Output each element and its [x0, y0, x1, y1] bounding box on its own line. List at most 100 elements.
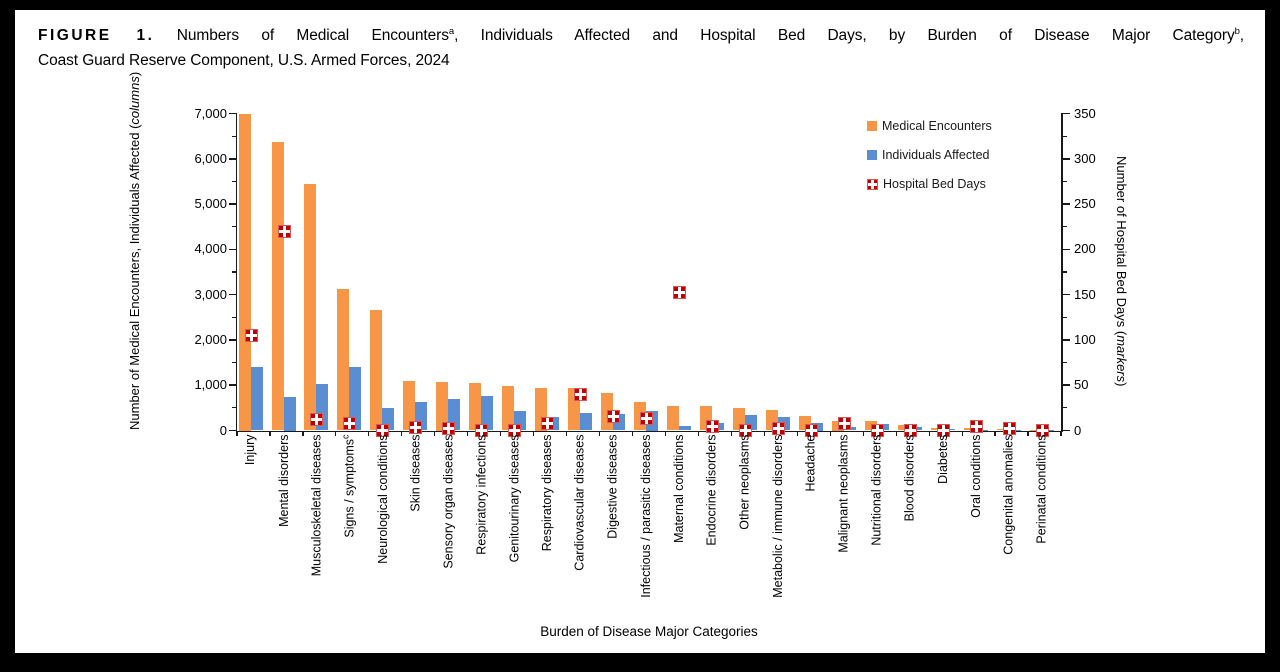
legend-label: Hospital Bed Days [883, 177, 986, 191]
right-axis-title-text: Number of Hospital Bed Days ( [1114, 156, 1129, 336]
chart-legend: Medical Encounters Individuals Affected … [867, 118, 992, 205]
medical-encounters-bar [667, 405, 679, 431]
x-axis-tick [895, 432, 897, 436]
hospital-bed-days-marker [442, 422, 456, 436]
medical-encounters-bar [436, 382, 449, 431]
medical-encounters-bar [469, 383, 482, 431]
hospital-bed-days-marker [244, 328, 258, 342]
figure-number-label: FIGURE 1. [38, 27, 155, 44]
hospital-bed-days-marker [277, 224, 291, 238]
hospital-bed-days-marker-icon [867, 178, 878, 190]
x-axis-tick [1027, 432, 1029, 436]
x-axis-label: Genitourinary diseases [507, 434, 522, 562]
hospital-bed-days-marker [607, 410, 621, 424]
y-right-major-tick [1062, 339, 1070, 341]
y-right-major-tick [1062, 248, 1070, 251]
x-axis-tick [302, 432, 304, 436]
hospital-bed-days-marker [343, 416, 357, 430]
individuals-affected-bar [283, 397, 296, 431]
x-axis-label: Mental disorders [276, 434, 291, 527]
figure-title-line1: FIGURE 1. Numbers of Medical Encountersa… [38, 24, 1244, 48]
y-right-minor-tick [1062, 316, 1067, 318]
x-axis-tick [1060, 432, 1062, 436]
legend-item-medical-encounters: Medical Encounters [867, 118, 992, 134]
x-axis-tick [697, 432, 700, 436]
x-axis-tick [928, 432, 930, 436]
y-right-major-tick [1062, 203, 1070, 205]
hospital-bed-days-marker [541, 416, 555, 430]
figure-page: FIGURE 1. Numbers of Medical Encountersa… [15, 10, 1265, 653]
individuals-affected-bar [349, 366, 362, 431]
x-axis-tick [961, 432, 963, 436]
legend-item-hospital-bed-days: Hospital Bed Days [867, 176, 992, 192]
y-right-major-tick [1062, 112, 1070, 115]
y-right-tick-label: 50 [1074, 377, 1089, 393]
x-axis-label: Headache [803, 434, 818, 491]
x-axis-label: Sensory organ diseases [441, 434, 456, 569]
hospital-bed-days-marker [936, 424, 950, 437]
y-left-tick-label: 7,000 [194, 105, 227, 121]
individuals-affected-bar [679, 426, 691, 431]
x-axis-label: Cardiovascular diseases [573, 434, 588, 571]
y-left-minor-tick [231, 226, 236, 228]
y-left-minor-tick [231, 180, 236, 183]
right-axis-title: Number of Hospital Bed Days (markers) [1109, 113, 1129, 430]
hospital-bed-days-marker [903, 424, 917, 437]
y-right-major-tick [1062, 293, 1070, 296]
y-left-major-tick [229, 293, 236, 296]
left-axis-title-close: ) [127, 71, 142, 77]
y-left-minor-tick [231, 361, 236, 364]
x-axis-tick [763, 432, 765, 436]
individuals-affected-bar [580, 413, 593, 431]
individuals-affected-swatch-icon [867, 150, 877, 160]
x-axis-tick [533, 432, 535, 436]
y-right-minor-tick [1062, 135, 1067, 137]
x-axis-label: Blood disorders [902, 434, 917, 521]
x-axis-tick [269, 432, 271, 436]
left-axis-title-text: Number of Medical Encounters, Individual… [127, 124, 142, 430]
x-axis-label: Respiratory infections [474, 434, 489, 555]
y-right-axis-line [1061, 112, 1063, 432]
y-left-axis-line [235, 112, 237, 432]
y-left-major-tick [229, 112, 236, 115]
x-axis-tick [796, 432, 798, 436]
medical-encounters-bar [271, 141, 284, 431]
y-left-tick-label: 4,000 [194, 241, 227, 257]
y-right-major-tick [1062, 384, 1070, 386]
x-axis-label: Injury [243, 434, 258, 465]
x-axis-label: Digestive diseases [606, 434, 621, 539]
x-axis-tick [467, 432, 469, 436]
figure-title: FIGURE 1. Numbers of Medical Encountersa… [38, 24, 1244, 73]
y-left-tick-label: 6,000 [194, 150, 227, 166]
left-axis-title-italic: columns [127, 76, 142, 125]
hospital-bed-days-marker [870, 424, 884, 437]
x-axis-tick [566, 432, 568, 436]
hospital-bed-days-marker [837, 416, 851, 430]
hospital-bed-days-marker [969, 419, 983, 433]
hospital-bed-days-marker [1035, 424, 1049, 437]
y-left-major-tick [229, 203, 236, 205]
y-right-tick-label: 300 [1074, 150, 1096, 166]
x-axis-tick [598, 432, 601, 436]
x-axis-tick [994, 432, 996, 436]
x-axis-tick [401, 432, 403, 436]
figure-title-text-3: , [1239, 27, 1244, 44]
y-left-tick-label: 0 [219, 422, 227, 438]
y-right-tick-label: 250 [1074, 196, 1096, 212]
x-axis-label: Skin diseases [408, 434, 423, 512]
x-axis-label: Respiratory diseases [540, 434, 555, 551]
x-axis-label: Musculoskeletal diseases [309, 434, 324, 576]
y-right-tick-label: 0 [1074, 422, 1082, 438]
individuals-affected-bar [250, 367, 263, 431]
x-axis-tick [335, 432, 337, 436]
x-axis-label: Endocrine disorders [704, 434, 719, 546]
right-axis-title-italic: markers [1114, 335, 1129, 383]
y-right-minor-tick [1062, 361, 1067, 364]
y-right-tick-label: 150 [1074, 286, 1096, 302]
x-axis-label: Metabolic / immune disorders [770, 434, 785, 598]
x-axis-label: Perinatal conditions [1034, 434, 1049, 544]
figure-title-line2: Coast Guard Reserve Component, U.S. Arme… [38, 52, 450, 69]
y-right-minor-tick [1062, 271, 1067, 273]
x-axis-label: Diabetes [935, 434, 950, 484]
medical-encounters-bar [370, 309, 383, 431]
